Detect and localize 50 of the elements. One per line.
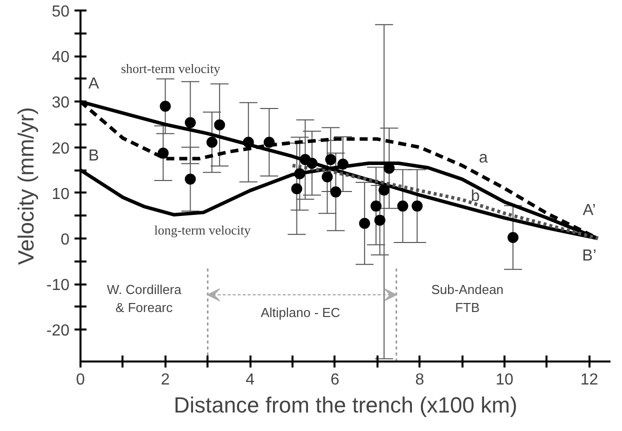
point [322,171,333,182]
annotation: short-term velocity [120,60,221,76]
annotation: a [478,149,488,166]
y-tick-label: 40 [52,49,70,66]
point [206,136,218,148]
point [359,218,370,229]
x-tick-label: 6 [330,372,340,388]
annotation: b [470,188,480,206]
point [291,183,302,194]
point [264,136,275,148]
x-tick-label: 8 [415,372,424,388]
y-axis-title: Velocity (mm/yr) [13,107,38,265]
x-tick-label: 10 [496,372,514,388]
point [337,158,348,170]
point [184,174,196,185]
point [370,200,382,212]
x-tick-label: 0 [76,372,86,388]
annotation: B [88,148,100,165]
point [214,119,226,130]
point [330,186,342,198]
point [374,214,386,226]
x-tick-label: 4 [246,372,255,388]
x-tick-label: 2 [160,372,170,388]
annotation: W. Cordillera & Forearc [106,282,182,315]
point [507,232,518,243]
y-tick-label: -20 [46,322,70,340]
annotation: A [88,76,100,93]
point [294,168,306,180]
x-tick-label: 12 [580,372,598,388]
y-tick-label: -10 [46,277,70,294]
y-tick-label: 20 [52,140,70,158]
y-tick-label: 10 [52,186,70,203]
y-tick-label: 30 [52,94,70,112]
point [160,100,171,112]
point [325,154,336,166]
annotation: long-term velocity [154,222,252,238]
point [158,148,169,159]
y-tick-label: 0 [60,231,70,248]
point [397,200,408,212]
point [242,136,254,148]
point [378,184,390,196]
point [306,158,318,169]
point [184,117,196,128]
point [412,200,423,212]
annotation: A’ [582,202,596,220]
annotation: B’ [582,248,596,265]
annotation: Sub-Andean FTB [431,282,504,315]
annotation: Altiplano - EC [260,304,340,320]
y-tick-label: 50 [52,4,70,20]
x-axis-title: Distance from the trench (x100 km) [174,392,518,418]
